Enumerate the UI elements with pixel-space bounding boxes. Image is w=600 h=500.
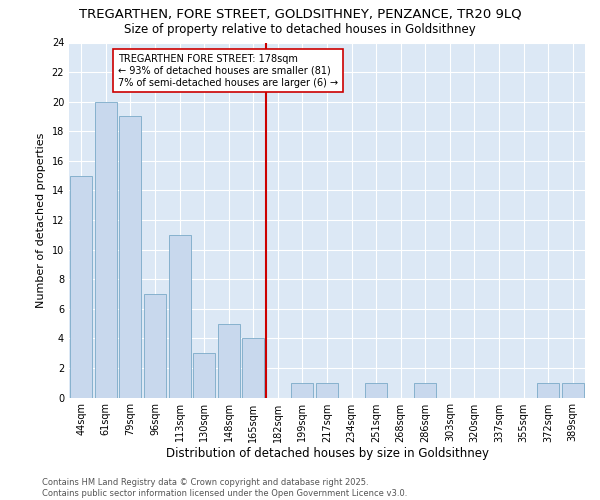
Bar	[193, 353, 215, 398]
Bar	[562, 382, 584, 398]
Bar	[242, 338, 265, 398]
Bar	[119, 116, 142, 398]
Bar	[70, 176, 92, 398]
Bar	[292, 382, 313, 398]
Bar	[316, 382, 338, 398]
Text: TREGARTHEN FORE STREET: 178sqm
← 93% of detached houses are smaller (81)
7% of s: TREGARTHEN FORE STREET: 178sqm ← 93% of …	[118, 54, 338, 88]
Bar	[144, 294, 166, 398]
Bar	[365, 382, 387, 398]
Bar	[95, 102, 117, 398]
Bar	[218, 324, 240, 398]
Bar	[537, 382, 559, 398]
X-axis label: Distribution of detached houses by size in Goldsithney: Distribution of detached houses by size …	[166, 448, 488, 460]
Bar	[169, 235, 191, 398]
Text: Contains HM Land Registry data © Crown copyright and database right 2025.
Contai: Contains HM Land Registry data © Crown c…	[42, 478, 407, 498]
Bar	[414, 382, 436, 398]
Text: TREGARTHEN, FORE STREET, GOLDSITHNEY, PENZANCE, TR20 9LQ: TREGARTHEN, FORE STREET, GOLDSITHNEY, PE…	[79, 8, 521, 20]
Text: Size of property relative to detached houses in Goldsithney: Size of property relative to detached ho…	[124, 22, 476, 36]
Y-axis label: Number of detached properties: Number of detached properties	[36, 132, 46, 308]
